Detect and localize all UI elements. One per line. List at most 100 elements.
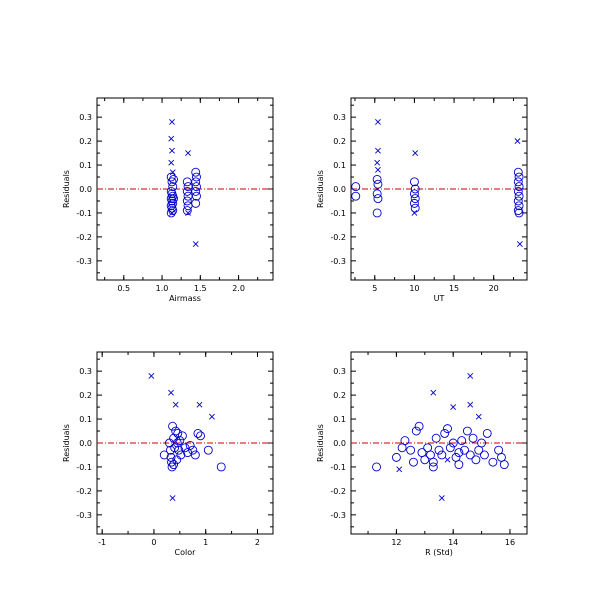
circle-point — [409, 198, 419, 208]
cross-point — [374, 159, 381, 166]
cross-point — [169, 495, 176, 501]
circle-point — [428, 457, 438, 467]
cross-point — [475, 413, 482, 420]
y-tick-label: -0.1 — [330, 209, 346, 218]
y-tick-label: -0.3 — [330, 257, 346, 266]
circle-point — [462, 426, 472, 436]
cross-point — [185, 150, 191, 156]
y-tick-label: 0.3 — [79, 367, 92, 376]
cross-point — [411, 210, 418, 216]
cross-point — [430, 389, 437, 396]
cross-stroke — [208, 413, 215, 420]
circle-point — [166, 172, 176, 182]
cross-stroke — [438, 495, 445, 501]
cross-stroke — [396, 466, 403, 473]
x-tick-label: 1.5 — [194, 284, 207, 293]
cross-stroke — [375, 147, 381, 154]
cross-stroke — [169, 210, 175, 216]
panel-color: -0.3 -0.2 -0.1 0.0 0.1 0.2 0.3 -1 0 1 2 Color Residu… — [62, 351, 274, 557]
x-tick-label: 14 — [448, 538, 458, 547]
cross-stroke — [412, 150, 419, 156]
cross-point — [375, 119, 381, 125]
cross-stroke — [168, 389, 174, 396]
cross-stroke — [148, 373, 155, 379]
circle-point — [468, 433, 478, 443]
y-tick-label: 0.0 — [79, 439, 92, 448]
cross-point — [196, 401, 203, 408]
y-tick-label: -0.2 — [330, 233, 346, 242]
circle-point — [191, 198, 201, 208]
cross-stroke — [169, 147, 175, 154]
circle-point — [182, 196, 192, 206]
x-tick-label: 0.5 — [117, 284, 130, 293]
circle-point — [437, 450, 447, 460]
y-axis-label: Residuals — [62, 424, 71, 462]
cross-point — [444, 456, 451, 463]
x-tick-label: 15 — [449, 284, 459, 293]
y-tick-label: -0.2 — [76, 233, 92, 242]
cross-stroke — [169, 169, 176, 176]
cross-point — [168, 389, 174, 396]
circle-point — [431, 433, 441, 443]
circle-point — [159, 450, 169, 460]
y-tick-label: -0.1 — [76, 463, 92, 472]
y-tick-label: -0.3 — [76, 257, 92, 266]
circle-point — [514, 201, 524, 211]
circle-point — [192, 191, 201, 201]
x-tick-label: 16 — [505, 538, 515, 547]
circle-point — [175, 436, 185, 446]
circle-point — [513, 196, 523, 206]
cross-stroke — [411, 210, 418, 216]
cross-stroke — [467, 401, 474, 408]
x-axis-label: Airmass — [169, 294, 201, 303]
circle-point — [169, 194, 178, 204]
y-tick-label: 0.2 — [333, 391, 346, 400]
circle-point — [411, 426, 421, 436]
circle-point — [409, 457, 418, 467]
cross-stroke — [514, 138, 521, 145]
x-tick-label: -1 — [98, 538, 106, 547]
circle-point — [190, 450, 200, 460]
y-tick-label: 0.0 — [79, 185, 92, 194]
y-tick-label: 0.1 — [333, 415, 346, 424]
cross-point — [169, 210, 175, 216]
circle-point — [482, 428, 492, 438]
circle-point — [168, 182, 178, 192]
x-axis-label: UT — [434, 294, 445, 303]
cross-point — [467, 401, 474, 408]
circle-point — [188, 445, 198, 455]
circle-point — [196, 431, 205, 441]
y-tick-label: 0.3 — [333, 367, 346, 376]
x-tick-label: 2 — [255, 538, 260, 547]
cross-stroke — [172, 401, 179, 408]
cross-stroke — [185, 210, 191, 216]
y-tick-label: -0.3 — [76, 511, 92, 520]
cross-stroke — [375, 119, 381, 125]
x-tick-label: 2.0 — [232, 284, 245, 293]
y-tick-label: -0.2 — [330, 487, 346, 496]
circle-point — [454, 448, 464, 458]
circle-point — [185, 440, 195, 450]
circle-point — [514, 182, 524, 192]
circle-point — [191, 186, 201, 196]
cross-point — [169, 147, 175, 154]
circle-point — [169, 174, 178, 184]
circle-point — [410, 184, 420, 194]
circle-point — [174, 445, 184, 455]
cross-point — [169, 169, 176, 176]
circle-point — [203, 445, 213, 455]
cross-point — [208, 413, 215, 420]
circle-point — [166, 208, 176, 218]
circle-point — [171, 426, 181, 436]
x-tick-label: 10 — [409, 284, 419, 293]
cross-point — [412, 150, 419, 156]
circle-point — [192, 182, 201, 192]
circle-point — [460, 445, 469, 455]
circle-point — [440, 428, 450, 438]
circle-point — [351, 191, 361, 201]
cross-stroke — [475, 413, 482, 420]
circle-point — [513, 167, 523, 177]
circle-point — [477, 438, 487, 448]
